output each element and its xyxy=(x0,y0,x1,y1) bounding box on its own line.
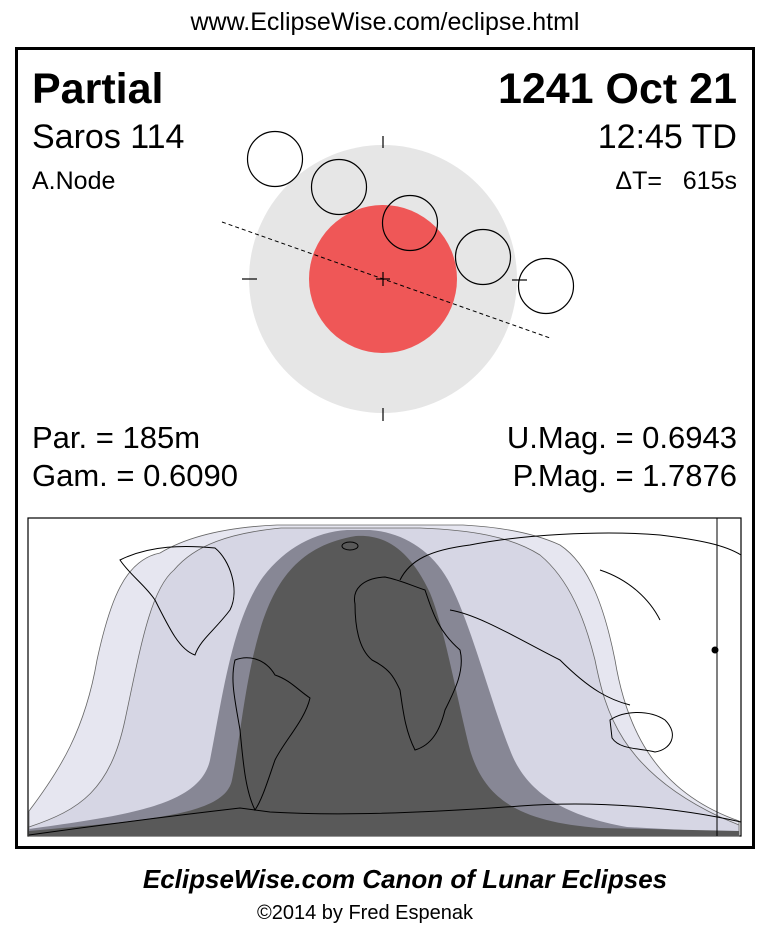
visibility-map xyxy=(27,517,742,837)
moon-greatest xyxy=(381,194,439,252)
greatest-eclipse-point xyxy=(711,646,719,654)
moon-p4 xyxy=(517,257,575,315)
eclipse-type: Partial xyxy=(32,65,164,113)
australia-outline xyxy=(609,712,673,753)
antarctica-outline xyxy=(28,803,742,836)
eurasia-outline xyxy=(399,532,742,706)
lunar-node: A.Node xyxy=(32,167,116,195)
axis-ticks xyxy=(242,136,527,421)
umbral-magnitude: U.Mag. = 0.6943 xyxy=(506,420,737,455)
south-america-outline xyxy=(232,657,311,811)
north-america-outline xyxy=(119,545,235,656)
copyright: ©2014 by Fred Espenak xyxy=(257,902,473,924)
penumbral-magnitude: P.Mag. = 1.7876 xyxy=(512,458,737,493)
map-zone-total-visibility xyxy=(29,535,739,836)
saros-series: Saros 114 xyxy=(32,118,185,156)
moon-u1 xyxy=(310,158,368,216)
partial-duration: Par. = 185m xyxy=(32,420,201,455)
eclipse-panel-frame xyxy=(15,47,755,849)
africa-outline xyxy=(353,576,462,751)
delta-t: ΔT= 615s xyxy=(615,167,737,195)
footer-title: EclipseWise.com Canon of Lunar Eclipses xyxy=(142,864,668,894)
eclipse-time: 12:45 TD xyxy=(597,118,737,156)
moon-positions xyxy=(246,130,575,315)
eclipse-date: 1241 Oct 21 xyxy=(497,65,737,113)
ecliptic-line xyxy=(221,221,551,339)
moon-p1 xyxy=(246,130,304,188)
moon-u4 xyxy=(454,228,512,286)
source-url: www.EclipseWise.com/eclipse.html xyxy=(190,8,580,36)
greenland-outline xyxy=(341,541,359,551)
gamma: Gam. = 0.6090 xyxy=(32,458,238,493)
continent-outlines xyxy=(28,532,742,836)
